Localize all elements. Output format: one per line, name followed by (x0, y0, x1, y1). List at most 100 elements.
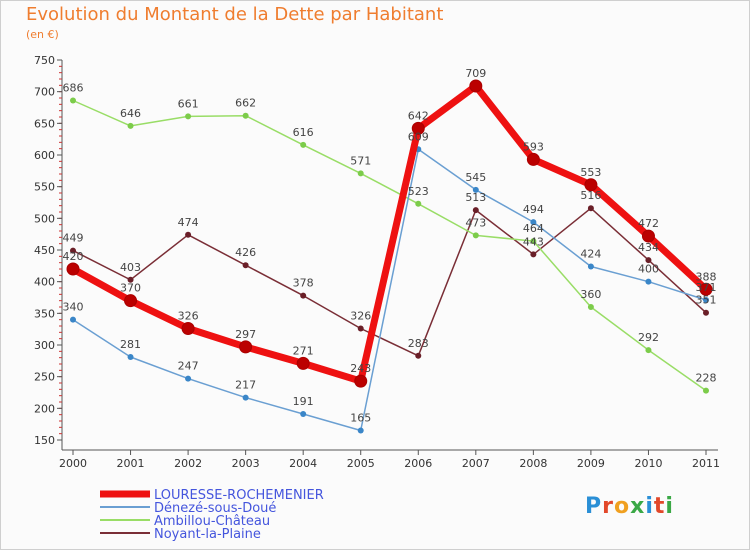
data-point-1 (242, 394, 249, 401)
data-point-3 (127, 276, 134, 283)
data-point-1 (645, 278, 652, 285)
logo-letter: r (602, 494, 614, 519)
y-tick-label: 500 (34, 212, 55, 225)
data-point-2 (587, 304, 594, 310)
data-point-0 (66, 262, 80, 276)
data-point-1 (587, 263, 594, 270)
y-tick-label: 400 (34, 276, 55, 289)
data-label-2: 292 (638, 331, 659, 344)
data-point-3 (530, 251, 537, 258)
data-label-0: 388 (696, 270, 717, 283)
data-point-2 (185, 113, 192, 120)
series-line-1 (72, 148, 707, 432)
data-point-0 (181, 322, 195, 336)
data-point-1 (127, 354, 134, 361)
data-label-1: 424 (580, 247, 601, 260)
data-label-0: 709 (465, 67, 486, 80)
data-label-0: 370 (120, 282, 141, 295)
data-label-3: 426 (235, 246, 256, 259)
y-tick-label: 450 (34, 244, 55, 257)
data-point-0 (124, 294, 138, 308)
data-label-3: 378 (293, 277, 314, 290)
y-tick-label: 150 (34, 434, 55, 447)
data-label-1: 281 (120, 338, 141, 351)
data-point-0 (469, 79, 483, 93)
data-label-2: 360 (580, 288, 601, 301)
data-label-0: 472 (638, 217, 659, 230)
logo-letter: i (665, 494, 674, 519)
data-label-3: 283 (408, 337, 429, 350)
logo-letter: t (653, 494, 666, 519)
data-point-3 (357, 325, 364, 332)
data-label-3: 449 (63, 232, 84, 245)
x-tick-label: 2006 (404, 457, 432, 470)
data-point-2 (70, 97, 76, 104)
legend-label-3: Noyant-la-Plaine (154, 527, 261, 542)
data-label-3: 474 (178, 216, 199, 229)
data-label-1: 371 (696, 281, 717, 294)
series-line-3 (72, 207, 707, 357)
data-point-2 (300, 141, 307, 148)
data-point-2 (415, 200, 422, 207)
data-label-3: 326 (350, 310, 371, 323)
y-tick-label: 550 (34, 181, 55, 194)
data-label-1: 165 (350, 412, 371, 425)
data-label-0: 271 (293, 344, 314, 357)
data-point-0 (411, 121, 425, 135)
data-label-1: 494 (523, 203, 544, 216)
data-label-0: 243 (350, 362, 371, 375)
data-point-3 (415, 352, 422, 359)
legend-label-1: Dénezé-sous-Doué (154, 501, 276, 516)
data-label-2: 661 (178, 97, 199, 110)
data-point-3 (587, 205, 594, 212)
y-tick-label: 300 (34, 339, 55, 352)
data-label-1: 191 (293, 395, 314, 408)
x-tick-label: 2003 (232, 457, 260, 470)
x-tick-label: 2009 (577, 457, 605, 470)
data-point-3 (472, 207, 479, 214)
data-point-1 (300, 411, 307, 418)
data-point-0 (354, 374, 368, 388)
data-label-0: 297 (235, 328, 256, 341)
data-point-0 (239, 340, 253, 354)
data-label-3: 434 (638, 241, 659, 254)
data-label-1: 247 (178, 360, 199, 373)
data-label-1: 340 (63, 301, 84, 314)
data-label-3: 403 (120, 261, 141, 274)
data-point-2 (472, 232, 479, 239)
data-label-3: 516 (580, 189, 601, 202)
data-label-2: 646 (120, 107, 141, 120)
data-point-0 (526, 152, 540, 166)
data-point-2 (242, 112, 249, 119)
data-label-0: 593 (523, 140, 544, 153)
y-tick-label: 250 (34, 371, 55, 384)
data-label-2: 686 (63, 82, 84, 95)
y-tick-label: 650 (34, 117, 55, 130)
x-tick-label: 2005 (347, 457, 375, 470)
y-tick-label: 600 (34, 149, 55, 162)
data-point-1 (703, 297, 709, 304)
data-point-3 (645, 257, 652, 264)
x-tick-label: 2010 (634, 457, 662, 470)
y-tick-label: 750 (34, 54, 55, 67)
data-label-3: 513 (465, 191, 486, 204)
y-tick-label: 200 (34, 402, 55, 415)
data-point-2 (530, 238, 537, 245)
data-label-1: 609 (408, 130, 429, 143)
data-label-2: 571 (350, 154, 371, 167)
y-tick-label: 700 (34, 86, 55, 99)
data-point-2 (703, 387, 709, 394)
y-tick-label: 350 (34, 307, 55, 320)
data-label-3: 443 (523, 235, 544, 248)
data-label-1: 400 (638, 263, 659, 276)
data-label-2: 464 (523, 222, 544, 235)
x-tick-label: 2007 (462, 457, 490, 470)
x-tick-label: 2011 (692, 457, 720, 470)
data-point-1 (185, 375, 192, 382)
chart-unit: (en €) (26, 28, 59, 41)
data-point-3 (185, 231, 192, 238)
data-label-0: 642 (408, 109, 429, 122)
data-point-2 (127, 122, 134, 129)
data-label-2: 523 (408, 185, 429, 198)
